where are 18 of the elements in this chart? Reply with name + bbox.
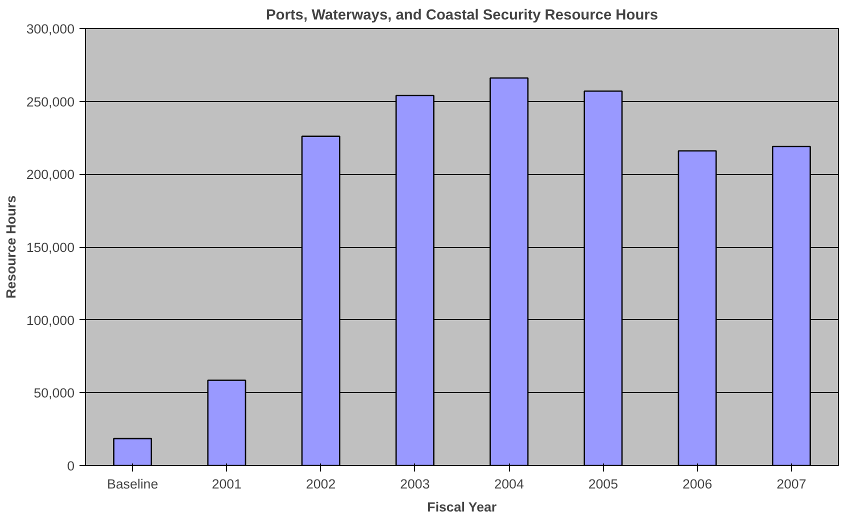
x-tick-label: 2006 xyxy=(682,476,712,492)
x-tick-label: 2003 xyxy=(400,476,430,492)
y-tick-label: 50,000 xyxy=(34,386,74,401)
y-axis-title: Resource Hours xyxy=(3,196,18,298)
y-tick-label: 250,000 xyxy=(26,94,75,110)
y-tick-label: 150,000 xyxy=(26,240,75,255)
x-axis-title: Fiscal Year xyxy=(427,500,497,514)
x-tick-label: Baseline xyxy=(107,476,158,492)
y-tick-label: 300,000 xyxy=(26,22,75,36)
chart-title: Ports, Waterways, and Coastal Security Resource Hours xyxy=(266,8,658,24)
y-tick-label: 100,000 xyxy=(26,312,75,328)
y-tick-label: 0 xyxy=(67,458,75,474)
x-tick-label: 2004 xyxy=(494,476,524,492)
x-tick-label: 2007 xyxy=(776,476,806,492)
x-tick-label: 2002 xyxy=(306,476,336,492)
y-tick-label: 200,000 xyxy=(26,167,75,182)
x-tick-label: 2001 xyxy=(212,476,242,492)
x-tick-label: 2005 xyxy=(588,476,618,492)
